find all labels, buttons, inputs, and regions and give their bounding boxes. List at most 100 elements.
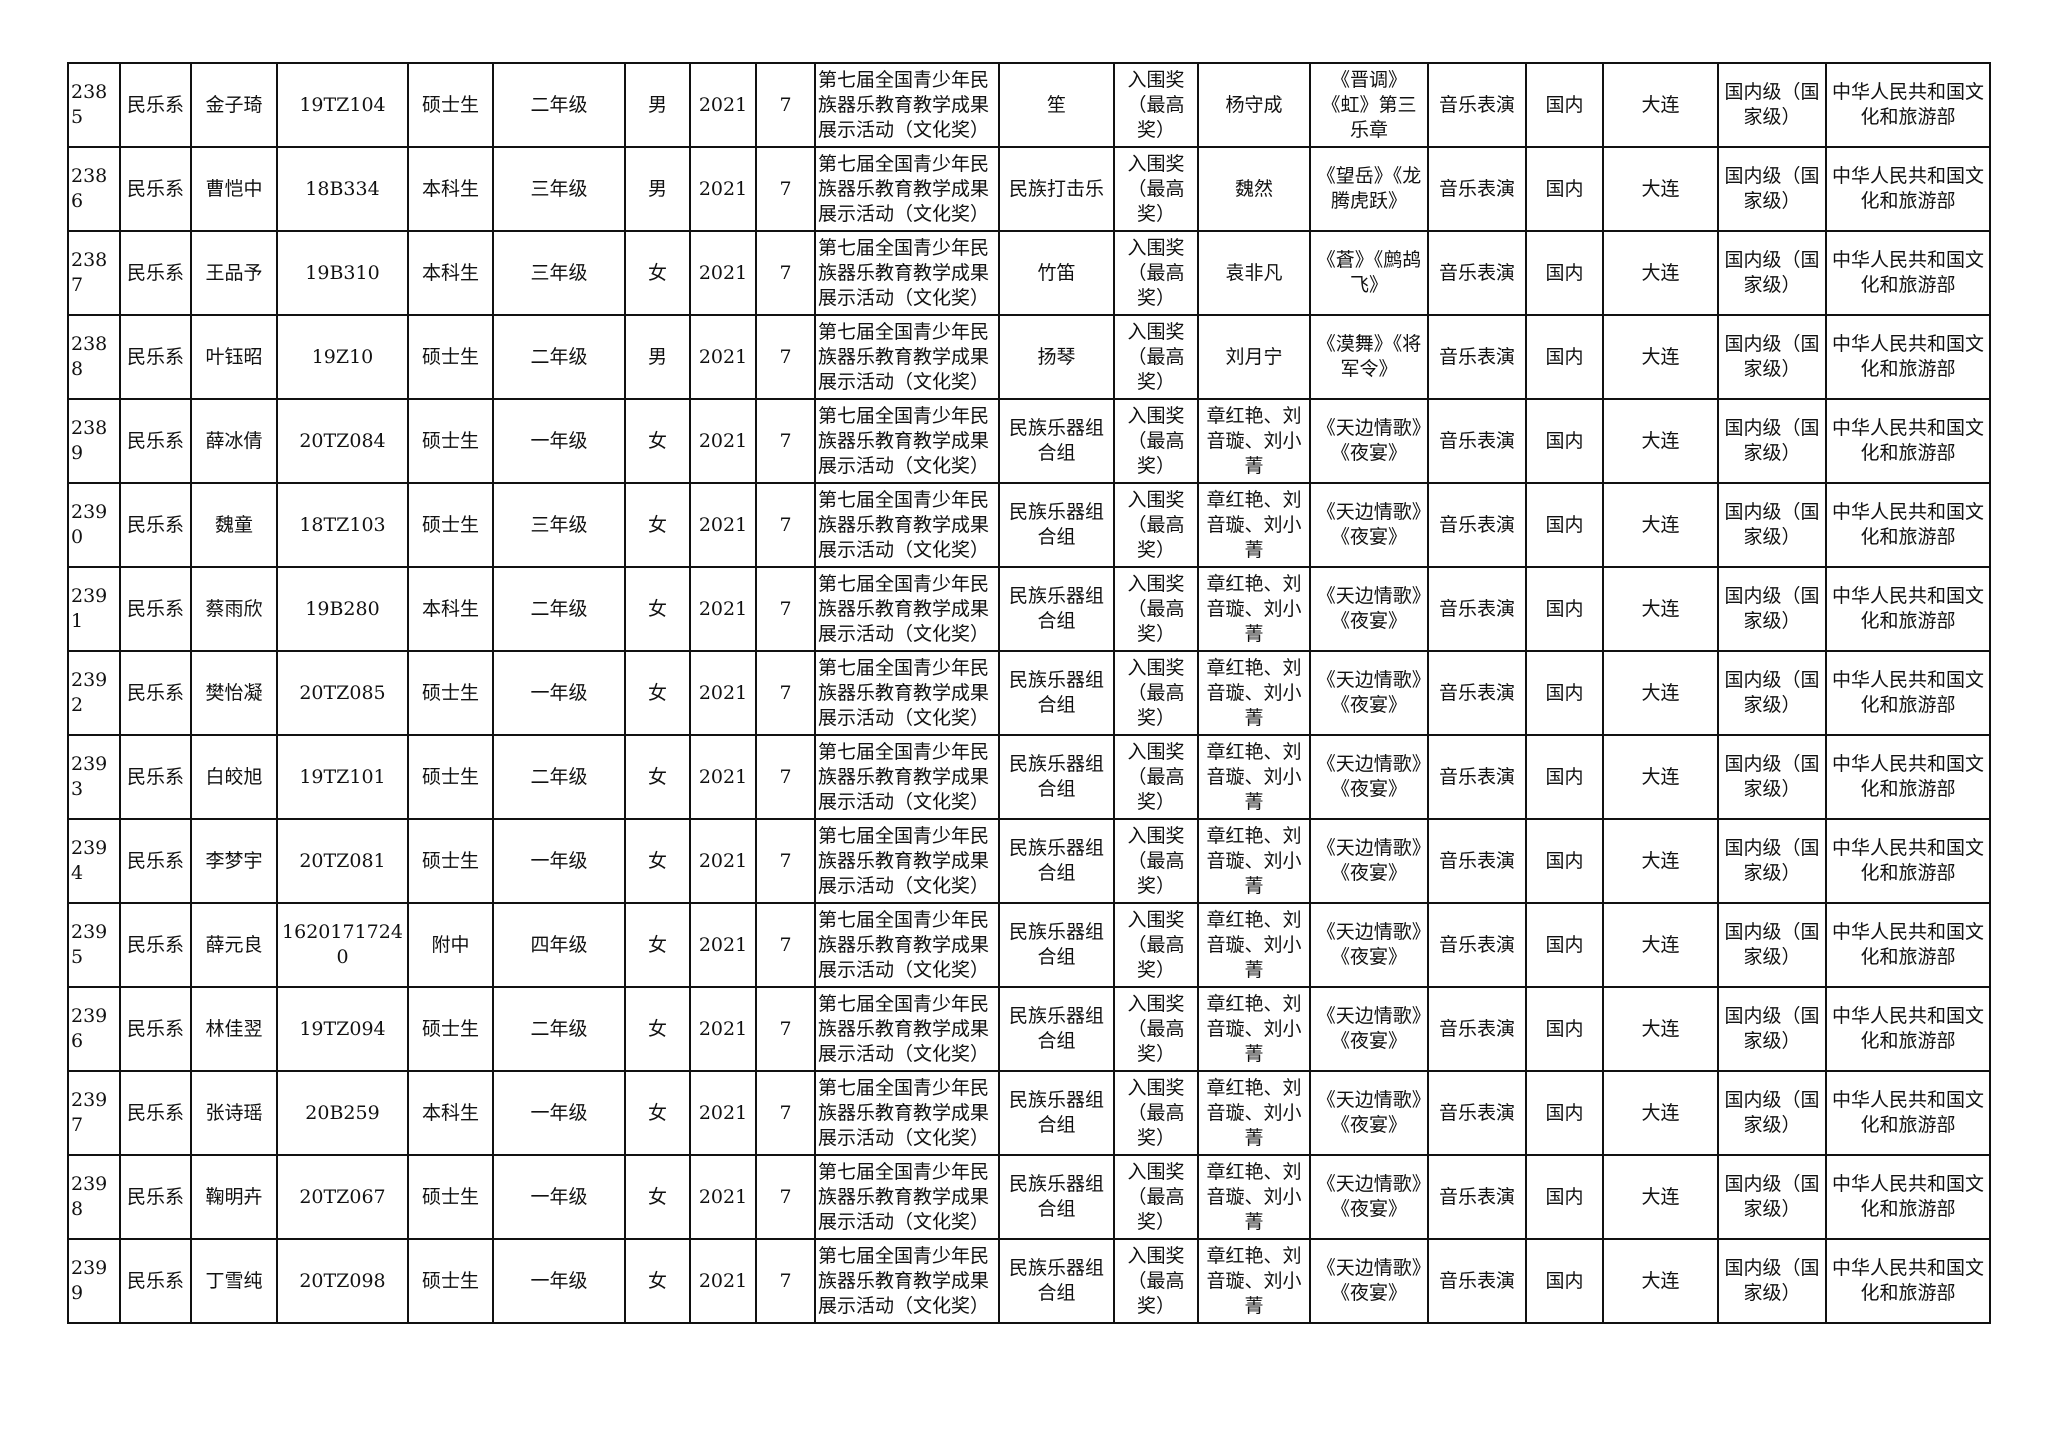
cell-city: 大连 [1602, 314, 1719, 400]
cell-instructor: 章红艳、刘音璇、刘小菁 [1197, 1154, 1311, 1240]
student-name-text: 薛冰倩 [205, 429, 263, 452]
cell-year: 2021 [689, 734, 757, 820]
cell-instrument-category: 扬琴 [998, 314, 1115, 400]
table-row: 2390 民乐系 魏童 18TZ103 硕士生 三年级 女 2021 7 第七届全国青少年民族器乐… [67, 482, 1991, 568]
region-text: 国内 [1545, 1269, 1584, 1292]
cell-gender: 女 [624, 1238, 691, 1324]
cell-department: 民乐系 [119, 482, 192, 568]
competition-level-text: 国内级（国家级） [1724, 921, 1820, 968]
city-text: 大连 [1641, 1101, 1680, 1124]
cell-event-name: 第七届全国青少年民族器乐教育教学成果展示活动（文化奖） [814, 650, 1000, 736]
cell-gender: 女 [624, 1154, 691, 1240]
cell-instructor: 魏然 [1197, 146, 1311, 232]
cell-department: 民乐系 [119, 650, 192, 736]
year-text: 2021 [698, 933, 748, 956]
cell-student-id: 19Z10 [276, 314, 409, 400]
cell-instructor: 章红艳、刘音璇、刘小菁 [1197, 398, 1311, 484]
row-number-text: 2395 [71, 921, 108, 968]
cell-instrument-category: 民族乐器组合组 [998, 566, 1115, 652]
cell-award-level: 入围奖（最高奖） [1113, 314, 1199, 400]
discipline-text: 音乐表演 [1438, 765, 1515, 788]
cell-year: 2021 [689, 1154, 757, 1240]
instrument-category-text: 扬琴 [1037, 345, 1076, 368]
instrument-category-text: 民族乐器组合组 [1008, 501, 1104, 548]
student-id-text: 20TZ067 [299, 1185, 386, 1208]
cell-city: 大连 [1602, 398, 1719, 484]
cell-region: 国内 [1525, 146, 1604, 232]
cell-row-number: 2385 [67, 62, 121, 148]
cell-row-number: 2397 [67, 1070, 121, 1156]
instructor-text: 章红艳、刘音璇、刘小菁 [1206, 992, 1302, 1065]
cell-event-name: 第七届全国青少年民族器乐教育教学成果展示活动（文化奖） [814, 146, 1000, 232]
student-name-text: 鞠明卉 [205, 1185, 263, 1208]
grade-text: 二年级 [530, 597, 588, 620]
competition-level-text: 国内级（国家级） [1724, 1173, 1820, 1220]
region-text: 国内 [1545, 1185, 1584, 1208]
degree-level-text: 硕士生 [421, 1269, 479, 1292]
cell-degree-level: 本科生 [407, 1070, 494, 1156]
cell-performed-works: 《天边情歌》《夜宴》 [1309, 1154, 1429, 1240]
event-name-text: 第七届全国青少年民族器乐教育教学成果展示活动（文化奖） [818, 908, 990, 981]
event-name-text: 第七届全国青少年民族器乐教育教学成果展示活动（文化奖） [818, 1076, 990, 1149]
year-text: 2021 [698, 429, 748, 452]
cell-event-name: 第七届全国青少年民族器乐教育教学成果展示活动（文化奖） [814, 482, 1000, 568]
gender-text: 女 [647, 429, 667, 452]
year-text: 2021 [698, 765, 748, 788]
cell-competition-level: 国内级（国家级） [1717, 146, 1827, 232]
cell-organizer: 中华人民共和国文化和旅游部 [1825, 314, 1991, 400]
cell-instrument-category: 竹笛 [998, 230, 1115, 316]
student-id-text: 19TZ101 [299, 765, 386, 788]
cell-organizer: 中华人民共和国文化和旅游部 [1825, 146, 1991, 232]
degree-level-text: 本科生 [421, 597, 479, 620]
instructor-text: 章红艳、刘音璇、刘小菁 [1206, 1160, 1302, 1233]
region-text: 国内 [1545, 345, 1584, 368]
student-id-text: 18TZ103 [299, 513, 386, 536]
competition-level-text: 国内级（国家级） [1724, 837, 1820, 884]
cell-student-id: 20B259 [276, 1070, 409, 1156]
cell-competition-level: 国内级（国家级） [1717, 398, 1827, 484]
performed-works-text: 《天边情歌》《夜宴》 [1316, 1089, 1422, 1136]
cell-performed-works: 《天边情歌》《夜宴》 [1309, 566, 1429, 652]
cell-instructor: 杨守成 [1197, 62, 1311, 148]
award-level-text: 入围奖（最高奖） [1127, 1244, 1185, 1317]
cell-competition-level: 国内级（国家级） [1717, 230, 1827, 316]
city-text: 大连 [1641, 849, 1680, 872]
cell-gender: 女 [624, 398, 691, 484]
cell-organizer: 中华人民共和国文化和旅游部 [1825, 734, 1991, 820]
cell-instrument-category: 民族乐器组合组 [998, 482, 1115, 568]
competition-level-text: 国内级（国家级） [1724, 1089, 1820, 1136]
organizer-text: 中华人民共和国文化和旅游部 [1831, 501, 1984, 548]
performed-works-text: 《蒼》《鹧鸪飞》 [1316, 249, 1422, 296]
cell-award-level: 入围奖（最高奖） [1113, 146, 1199, 232]
region-text: 国内 [1545, 513, 1584, 536]
cell-year: 2021 [689, 650, 757, 736]
month-text: 7 [779, 345, 792, 368]
instrument-category-text: 笙 [1046, 93, 1066, 116]
table-row: 2393 民乐系 白皎旭 19TZ101 硕士生 二年级 女 2021 7 第七届全国青少年民族器… [67, 734, 1991, 820]
cell-year: 2021 [689, 62, 757, 148]
cell-student-name: 鞠明卉 [190, 1154, 278, 1240]
organizer-text: 中华人民共和国文化和旅游部 [1831, 753, 1984, 800]
cell-student-name: 张诗瑶 [190, 1070, 278, 1156]
cell-region: 国内 [1525, 230, 1604, 316]
performed-works-text: 《望岳》《龙腾虎跃》 [1316, 165, 1422, 212]
cell-grade: 一年级 [492, 1070, 626, 1156]
gender-text: 女 [647, 1101, 667, 1124]
student-id-text: 19TZ104 [299, 93, 386, 116]
cell-month: 7 [755, 146, 816, 232]
cell-grade: 一年级 [492, 398, 626, 484]
cell-grade: 二年级 [492, 986, 626, 1072]
cell-student-id: 19B310 [276, 230, 409, 316]
cell-event-name: 第七届全国青少年民族器乐教育教学成果展示活动（文化奖） [814, 230, 1000, 316]
discipline-text: 音乐表演 [1438, 513, 1515, 536]
cell-grade: 二年级 [492, 62, 626, 148]
award-level-text: 入围奖（最高奖） [1127, 656, 1185, 729]
competition-level-text: 国内级（国家级） [1724, 585, 1820, 632]
cell-discipline: 音乐表演 [1427, 314, 1527, 400]
cell-month: 7 [755, 1238, 816, 1324]
event-name-text: 第七届全国青少年民族器乐教育教学成果展示活动（文化奖） [818, 740, 990, 813]
row-number-text: 2396 [71, 1005, 108, 1052]
row-number-text: 2387 [71, 249, 108, 296]
cell-instructor: 袁非凡 [1197, 230, 1311, 316]
cell-degree-level: 本科生 [407, 230, 494, 316]
